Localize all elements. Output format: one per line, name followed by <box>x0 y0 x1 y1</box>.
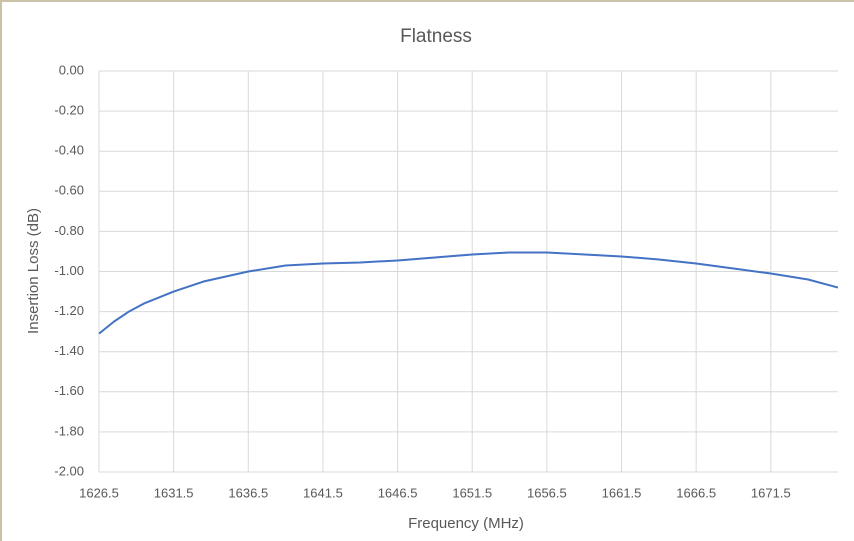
y-tick-label: -0.20 <box>54 103 84 118</box>
y-axis-title: Insertion Loss (dB) <box>25 208 42 334</box>
y-tick-label: -2.00 <box>54 463 84 478</box>
x-tick-label: 1656.5 <box>527 485 567 500</box>
y-tick-label: -0.80 <box>54 223 84 238</box>
x-axis-title: Frequency (MHz) <box>408 515 524 532</box>
x-tick-label: 1636.5 <box>228 485 268 500</box>
y-tick-label: -1.40 <box>54 343 84 358</box>
y-tick-label: -0.40 <box>54 143 84 158</box>
data-line <box>98 251 839 335</box>
y-tick-label: 0.00 <box>59 62 84 77</box>
x-tick-label: 1671.5 <box>751 485 791 500</box>
x-tick-label: 1626.5 <box>79 485 119 500</box>
y-tick-label: -1.20 <box>54 303 84 318</box>
y-tick-label: -1.60 <box>54 383 84 398</box>
x-tick-label: 1666.5 <box>676 485 716 500</box>
x-tick-label: 1631.5 <box>154 485 194 500</box>
y-tick-label: -1.00 <box>54 263 84 278</box>
chart-title: Flatness <box>400 26 472 47</box>
y-tick-label: -0.60 <box>54 183 84 198</box>
x-tick-label: 1651.5 <box>452 485 492 500</box>
x-tick-label: 1646.5 <box>378 485 418 500</box>
y-tick-label: -1.80 <box>54 423 84 438</box>
x-tick-label: 1641.5 <box>303 485 343 500</box>
x-tick-label: 1661.5 <box>602 485 642 500</box>
